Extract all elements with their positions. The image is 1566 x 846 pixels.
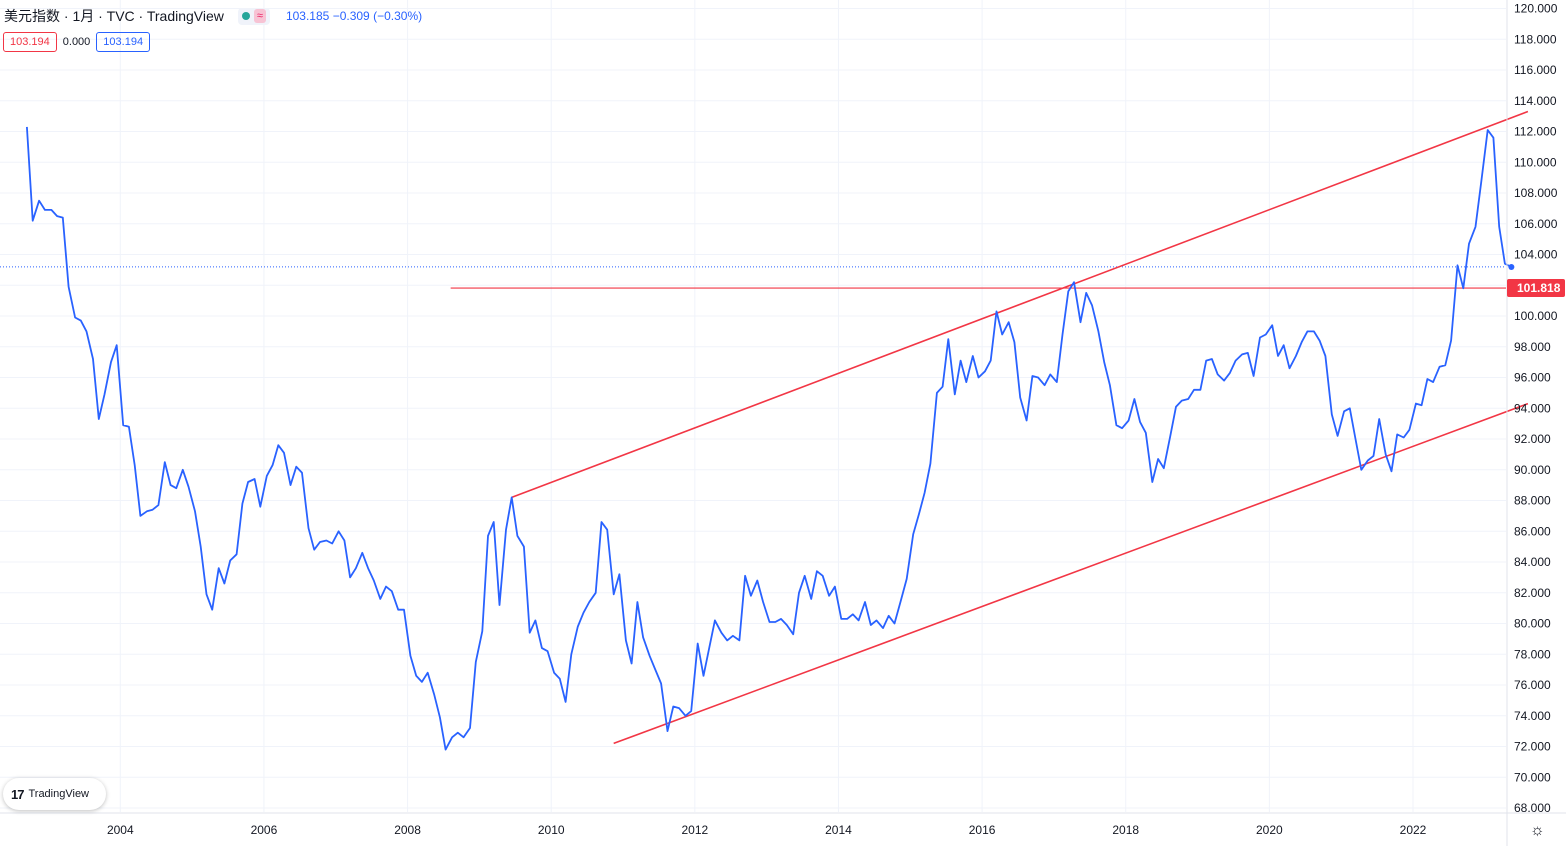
tradingview-logo-icon: 17 (11, 786, 25, 802)
level-price-tag-label: 101.818 (1517, 281, 1561, 295)
y-tick-label: 68.000 (1514, 801, 1551, 815)
last-price-dot (1508, 263, 1515, 270)
y-tick-label: 118.000 (1514, 32, 1557, 46)
y-tick-label: 84.000 (1514, 555, 1551, 569)
change-percent: (−0.30%) (373, 9, 423, 23)
channel-trendline[interactable] (613, 402, 1529, 745)
tradingview-badge[interactable]: 17 TradingView (3, 778, 106, 810)
channel-trendline[interactable] (511, 110, 1529, 499)
y-tick-label: 82.000 (1514, 586, 1551, 600)
x-tick-label: 2018 (1112, 823, 1139, 837)
y-tick-label: 74.000 (1514, 709, 1551, 723)
y-tick-label: 106.000 (1514, 217, 1558, 231)
x-tick-label: 2004 (107, 823, 134, 837)
x-tick-label: 2016 (969, 823, 996, 837)
spread-value: 0.000 (62, 36, 91, 48)
y-tick-label: 114.000 (1514, 94, 1557, 108)
grid (0, 0, 1506, 812)
market-status-icon (241, 12, 250, 20)
x-tick-label: 2010 (538, 823, 565, 837)
last-quote: 103.185 −0.309 (−0.30%) (286, 9, 422, 23)
y-tick-label: 100.000 (1514, 309, 1558, 323)
y-tick-label: 92.000 (1514, 432, 1551, 446)
x-tick-label: 2006 (251, 823, 278, 837)
y-tick-label: 86.000 (1514, 524, 1551, 538)
y-tick-label: 98.000 (1514, 340, 1551, 354)
trend-lines (0, 110, 1529, 745)
x-tick-label: 2014 (825, 823, 852, 837)
dxy-price-line[interactable] (26, 126, 1512, 751)
price-box-red: 103.194 (3, 32, 57, 52)
level-price-tag (1507, 279, 1565, 298)
y-tick-label: 70.000 (1514, 770, 1551, 784)
price-box-blue: 103.194 (96, 32, 151, 52)
settings-gear-icon[interactable]: ☼ (1530, 822, 1545, 839)
y-tick-label: 72.000 (1514, 740, 1551, 754)
y-tick-label: 110.000 (1514, 155, 1557, 169)
y-tick-label: 112.000 (1514, 125, 1557, 139)
y-tick-label: 104.000 (1514, 248, 1558, 262)
y-tick-label: 94.000 (1514, 401, 1551, 415)
y-tick-label: 116.000 (1514, 63, 1557, 77)
x-tick-label: 2008 (394, 823, 421, 837)
y-tick-label: 120.000 (1514, 2, 1558, 16)
approx-icon: ≈ (253, 9, 266, 23)
x-tick-label: 2012 (681, 823, 708, 837)
y-tick-label: 78.000 (1514, 647, 1551, 661)
ohlc-row: 103.194 0.000 103.194 (3, 32, 151, 52)
tradingview-label: TradingView (28, 788, 90, 800)
y-tick-label: 90.000 (1514, 463, 1551, 477)
y-tick-label: 108.000 (1514, 186, 1558, 200)
y-tick-label: 80.000 (1514, 617, 1551, 631)
y-tick-label: 76.000 (1514, 678, 1551, 692)
chart-legend: 美元指数 · 1月 · TVC · TradingView ≈ 103.185 … (4, 6, 422, 26)
y-tick-label: 96.000 (1514, 371, 1551, 385)
x-tick-label: 2022 (1400, 823, 1427, 837)
x-tick-label: 2020 (1256, 823, 1283, 837)
change-value: −0.309 (332, 9, 370, 23)
price-series (26, 126, 1515, 751)
status-pill[interactable]: ≈ (237, 7, 270, 25)
last-price: 103.185 (285, 9, 330, 23)
y-tick-label: 88.000 (1514, 494, 1551, 508)
symbol-title[interactable]: 美元指数 · 1月 · TVC · TradingView (4, 8, 224, 24)
